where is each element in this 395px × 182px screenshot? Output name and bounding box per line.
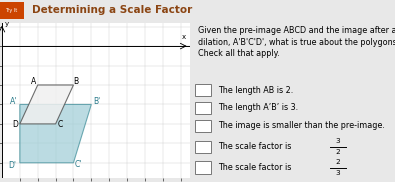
Text: D': D' <box>9 161 17 170</box>
Text: Given the pre-image ABCD and the image after a
dilation, A'B'C'D', what is true : Given the pre-image ABCD and the image a… <box>198 26 395 58</box>
FancyBboxPatch shape <box>0 2 24 19</box>
Text: y: y <box>4 21 9 27</box>
Text: 3: 3 <box>336 138 340 144</box>
Text: A: A <box>31 77 36 86</box>
Text: C': C' <box>75 160 83 169</box>
Text: Try It: Try It <box>5 8 17 13</box>
FancyBboxPatch shape <box>195 84 211 96</box>
FancyBboxPatch shape <box>195 120 211 132</box>
FancyBboxPatch shape <box>195 102 211 114</box>
FancyBboxPatch shape <box>195 141 211 153</box>
Text: Determining a Scale Factor: Determining a Scale Factor <box>32 5 192 15</box>
Text: A': A' <box>10 97 17 106</box>
Text: 2: 2 <box>336 149 340 155</box>
FancyBboxPatch shape <box>195 161 211 174</box>
Text: 3: 3 <box>336 170 340 176</box>
Text: The scale factor is: The scale factor is <box>218 163 294 172</box>
Text: 2: 2 <box>336 159 340 165</box>
Text: The length A’B’ is 3.: The length A’B’ is 3. <box>218 103 298 112</box>
Text: D: D <box>12 120 18 129</box>
Text: B': B' <box>93 97 100 106</box>
Text: C: C <box>57 120 63 129</box>
Text: The scale factor is: The scale factor is <box>218 142 294 151</box>
Text: B: B <box>73 77 79 86</box>
Text: The image is smaller than the pre-image.: The image is smaller than the pre-image. <box>218 121 385 130</box>
Polygon shape <box>20 104 91 163</box>
Text: The length AB is 2.: The length AB is 2. <box>218 86 293 95</box>
Polygon shape <box>20 85 73 124</box>
Text: x: x <box>182 34 186 40</box>
